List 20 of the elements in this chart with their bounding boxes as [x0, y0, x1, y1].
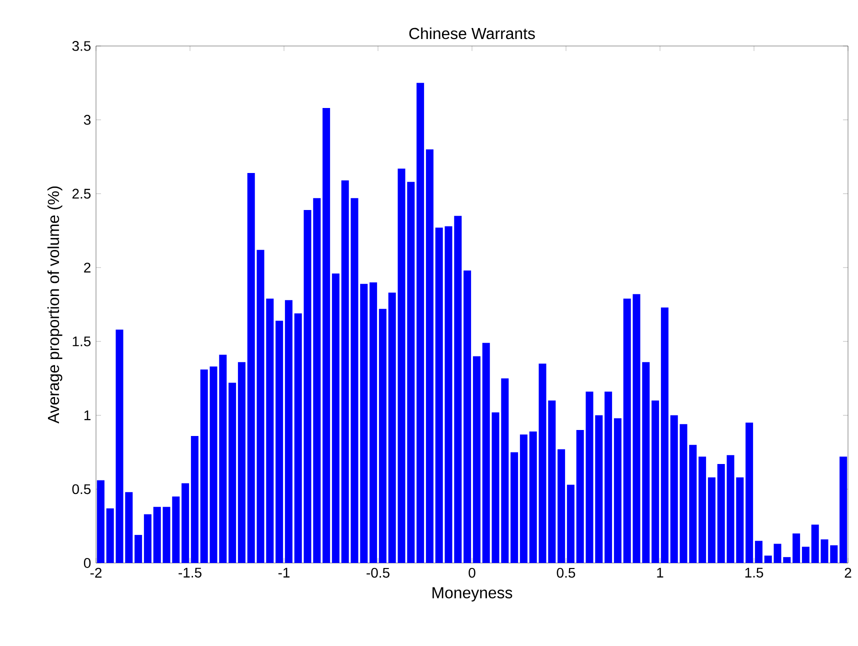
x-tick-label: -2	[90, 568, 102, 578]
y-tick-label: 3.5	[72, 41, 91, 51]
y-tick-label: 0	[84, 558, 91, 568]
y-tick-label: 1.5	[72, 336, 91, 346]
x-axis-title: Moneyness	[432, 587, 512, 602]
x-tick-label: -0.5	[366, 568, 390, 578]
y-tick-label: 2.5	[72, 188, 91, 199]
x-tick-label: -1.5	[178, 568, 202, 578]
y-tick-label: 3	[84, 114, 91, 125]
x-tick-label: 0.5	[556, 568, 576, 578]
y-axis-title: Average proportion of volume (%)	[47, 186, 62, 424]
x-tick-label: 1.5	[745, 568, 764, 578]
x-tick-label: -1	[278, 568, 290, 578]
y-tick-label: 1	[84, 410, 90, 420]
y-tick-label: 0.5	[72, 484, 91, 494]
x-tick-label: 0	[468, 568, 476, 578]
x-tick-label: 1	[657, 568, 664, 578]
chart-title: Chinese Warrants	[409, 27, 535, 40]
x-tick-label: 2	[844, 568, 852, 578]
y-tick-label: 2	[84, 262, 90, 272]
